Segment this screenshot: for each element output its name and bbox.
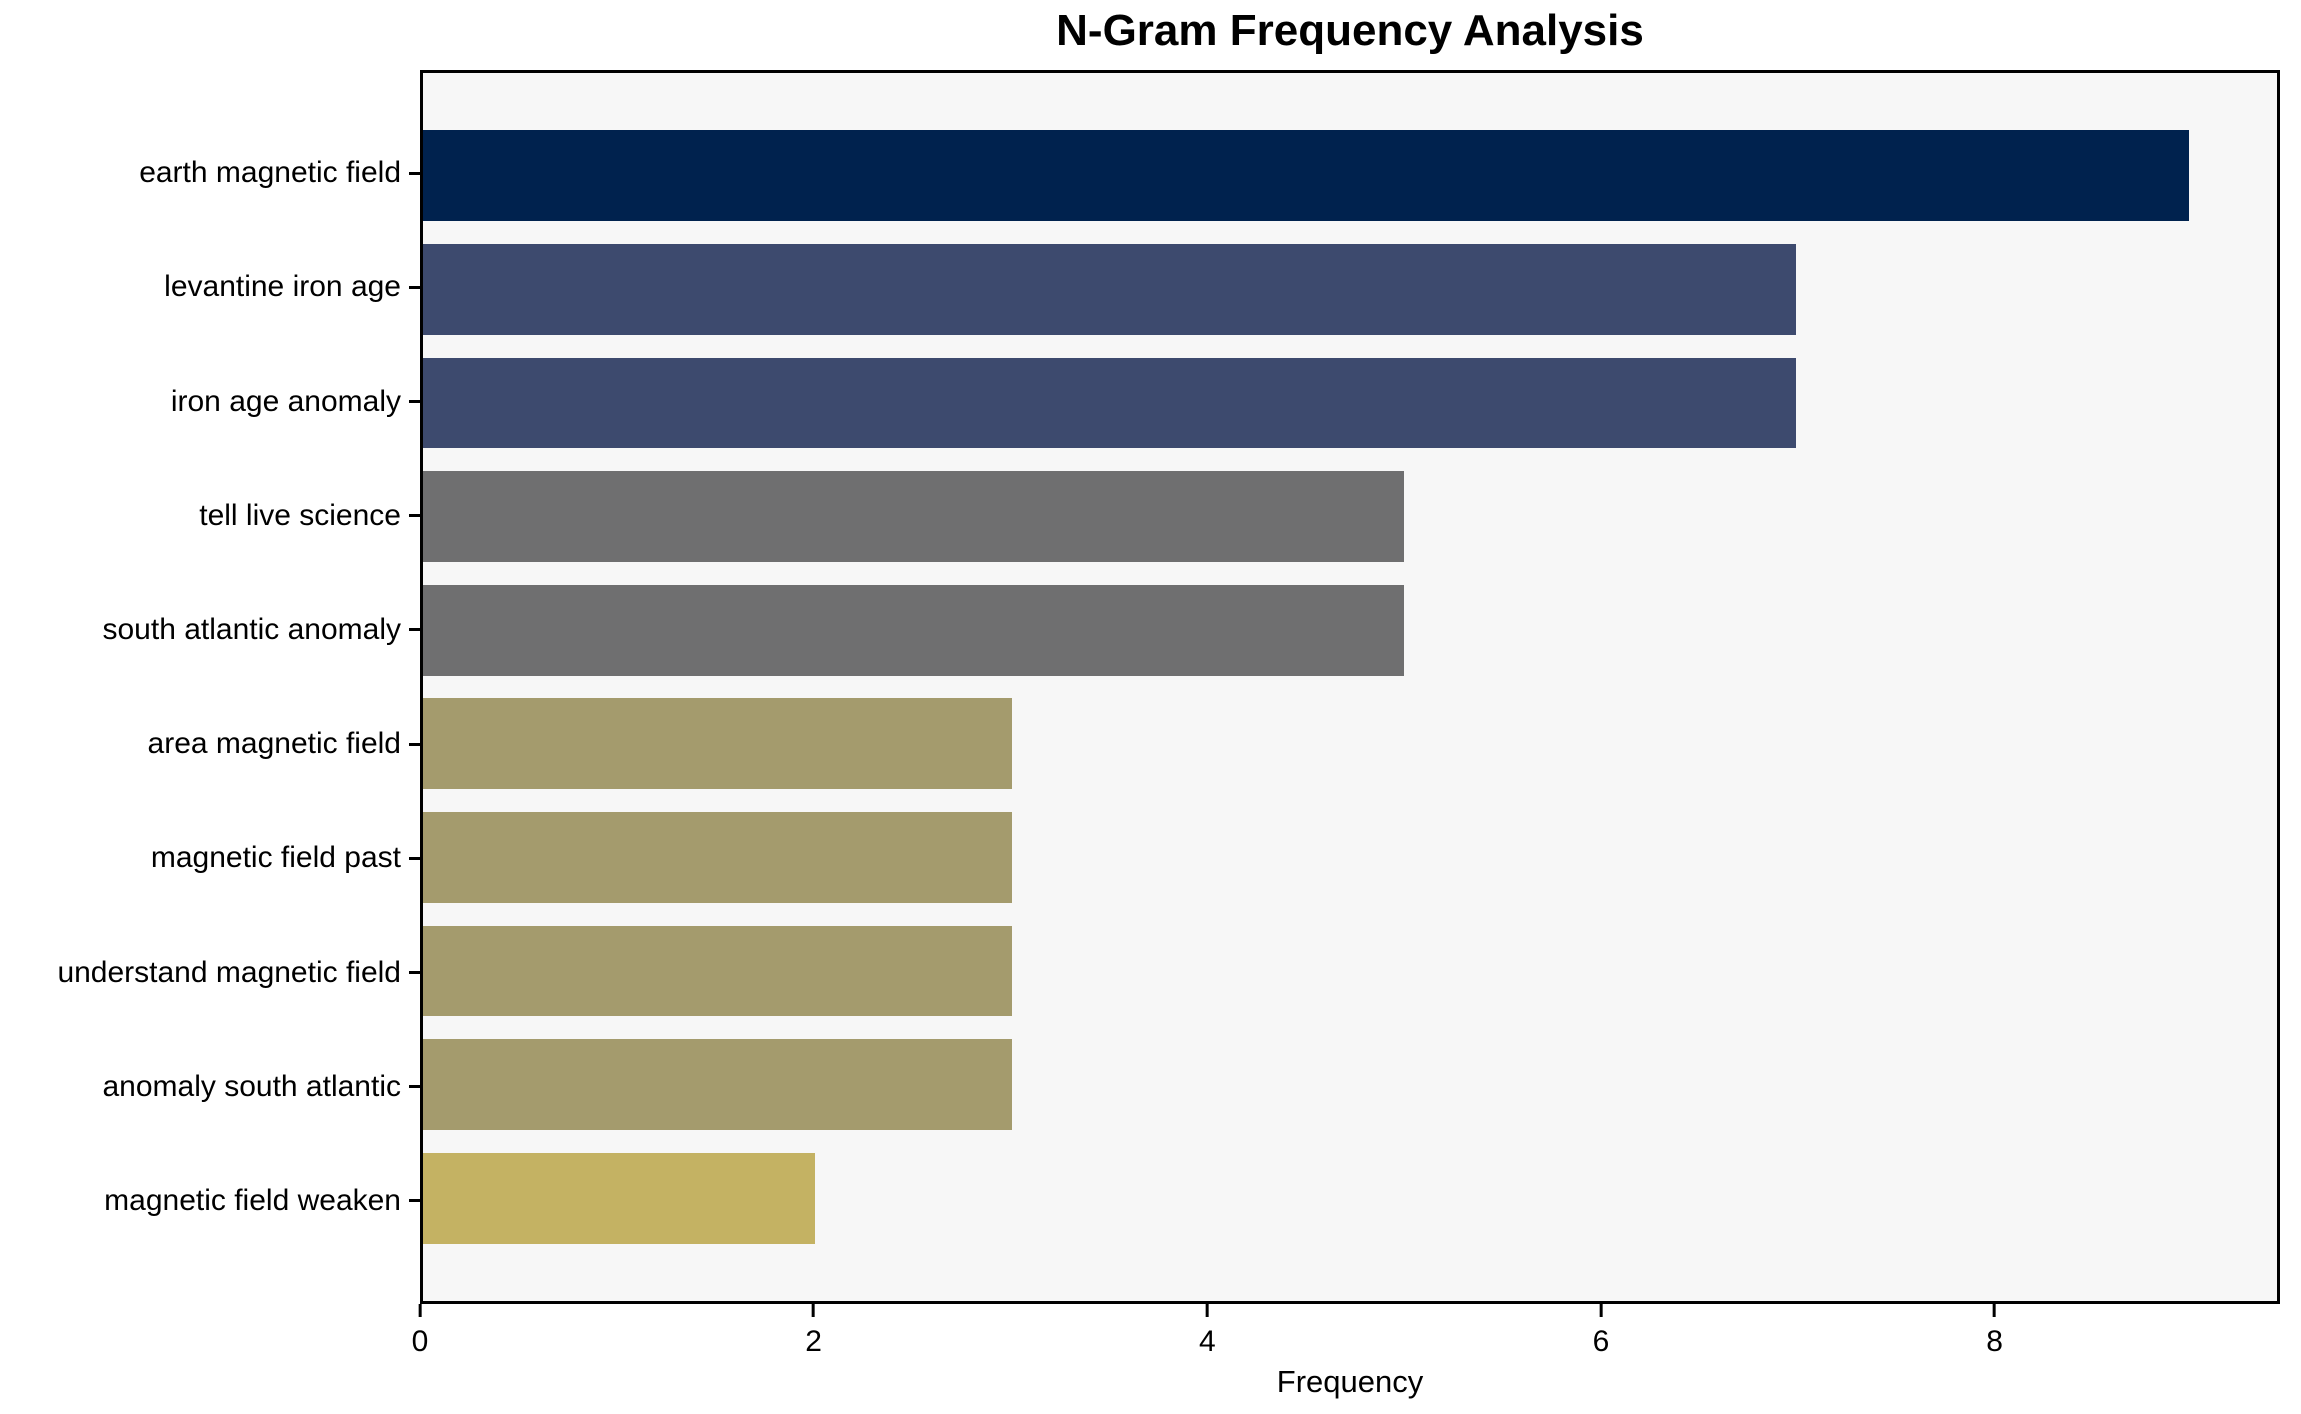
- bars-layer: [423, 73, 2277, 1301]
- x-tick-mark: [1205, 1304, 1209, 1317]
- bar-anomaly-south-atlantic: [423, 1039, 1012, 1130]
- bar-row-magnetic-field-past: [423, 801, 2277, 915]
- category-label-area-magnetic-field: area magnetic field: [147, 727, 401, 761]
- y-tick-mark: [409, 285, 420, 289]
- bar-row-tell-live-science: [423, 460, 2277, 574]
- y-label-row-anomaly-south-atlantic: anomaly south atlantic: [0, 1030, 420, 1144]
- category-label-earth-magnetic-field: earth magnetic field: [139, 156, 401, 190]
- bar-iron-age-anomaly: [423, 357, 1797, 449]
- bar-row-south-atlantic-anomaly: [423, 573, 2277, 687]
- category-label-understand-magnetic-field: understand magnetic field: [57, 955, 401, 989]
- y-label-row-levantine-iron-age: levantine iron age: [0, 230, 420, 344]
- x-tick-label: 0: [411, 1325, 429, 1358]
- category-label-tell-live-science: tell live science: [199, 498, 401, 532]
- bar-magnetic-field-weaken: [423, 1152, 816, 1244]
- x-tick-0: 0: [411, 1304, 429, 1359]
- bar-area-magnetic-field: [423, 698, 1012, 790]
- category-label-magnetic-field-past: magnetic field past: [150, 841, 401, 875]
- y-label-row-tell-live-science: tell live science: [0, 459, 420, 573]
- y-label-row-magnetic-field-weaken: magnetic field weaken: [0, 1144, 420, 1258]
- x-tick-mark: [812, 1304, 816, 1317]
- bar-row-earth-magnetic-field: [423, 119, 2277, 233]
- y-tick-mark: [409, 514, 420, 518]
- y-axis-labels: earth magnetic field levantine iron age ir…: [0, 70, 420, 1304]
- y-label-row-magnetic-field-past: magnetic field past: [0, 801, 420, 915]
- x-tick-mark: [418, 1304, 422, 1317]
- y-label-row-understand-magnetic-field: understand magnetic field: [0, 915, 420, 1029]
- chart-title: N-Gram Frequency Analysis: [1056, 6, 1644, 55]
- bar-row-iron-age-anomaly: [423, 346, 2277, 460]
- x-axis: 0 2 4 6 8: [412, 1304, 2280, 1374]
- x-tick-label: 4: [1198, 1325, 1216, 1358]
- x-tick-6: 6: [1592, 1304, 1610, 1359]
- x-tick-mark: [1993, 1304, 1997, 1317]
- x-tick-label: 2: [805, 1325, 822, 1358]
- bar-tell-live-science: [423, 471, 1404, 563]
- y-tick-mark: [409, 400, 420, 403]
- plot-area: [420, 70, 2280, 1304]
- bar-row-understand-magnetic-field: [423, 914, 2277, 1028]
- y-tick-mark: [409, 856, 420, 860]
- x-tick-2: 2: [805, 1304, 822, 1359]
- x-axis-title: Frequency: [1276, 1364, 1424, 1399]
- category-label-anomaly-south-atlantic: anomaly south atlantic: [102, 1069, 401, 1103]
- y-label-row-south-atlantic-anomaly: south atlantic anomaly: [0, 573, 420, 687]
- category-label-iron-age-anomaly: iron age anomaly: [170, 384, 401, 418]
- bar-understand-magnetic-field: [423, 925, 1012, 1017]
- x-tick-8: 8: [1986, 1304, 2003, 1359]
- y-label-row-iron-age-anomaly: iron age anomaly: [0, 344, 420, 458]
- bar-row-levantine-iron-age: [423, 233, 2277, 347]
- bar-row-magnetic-field-weaken: [423, 1141, 2277, 1255]
- y-tick-mark: [409, 971, 420, 975]
- category-label-levantine-iron-age: levantine iron age: [164, 270, 401, 304]
- y-label-row-area-magnetic-field: area magnetic field: [0, 687, 420, 801]
- bar-earth-magnetic-field: [423, 130, 2189, 222]
- bar-magnetic-field-past: [423, 811, 1012, 903]
- y-tick-mark: [409, 628, 420, 632]
- x-tick-4: 4: [1199, 1304, 1216, 1359]
- x-tick-mark: [1599, 1304, 1603, 1317]
- bar-row-area-magnetic-field: [423, 687, 2277, 801]
- category-label-south-atlantic-anomaly: south atlantic anomaly: [102, 612, 401, 646]
- y-label-row-earth-magnetic-field: earth magnetic field: [0, 116, 420, 230]
- bar-south-atlantic-anomaly: [423, 584, 1404, 676]
- x-tick-label: 6: [1592, 1325, 1610, 1358]
- y-tick-mark: [409, 171, 420, 175]
- y-tick-mark: [409, 742, 420, 746]
- bar-levantine-iron-age: [423, 243, 1797, 335]
- category-label-magnetic-field-weaken: magnetic field weaken: [104, 1183, 401, 1217]
- x-tick-label: 8: [1986, 1325, 2003, 1358]
- y-tick-mark: [409, 1199, 420, 1203]
- y-tick-mark: [409, 1085, 420, 1089]
- bar-row-anomaly-south-atlantic: [423, 1028, 2277, 1142]
